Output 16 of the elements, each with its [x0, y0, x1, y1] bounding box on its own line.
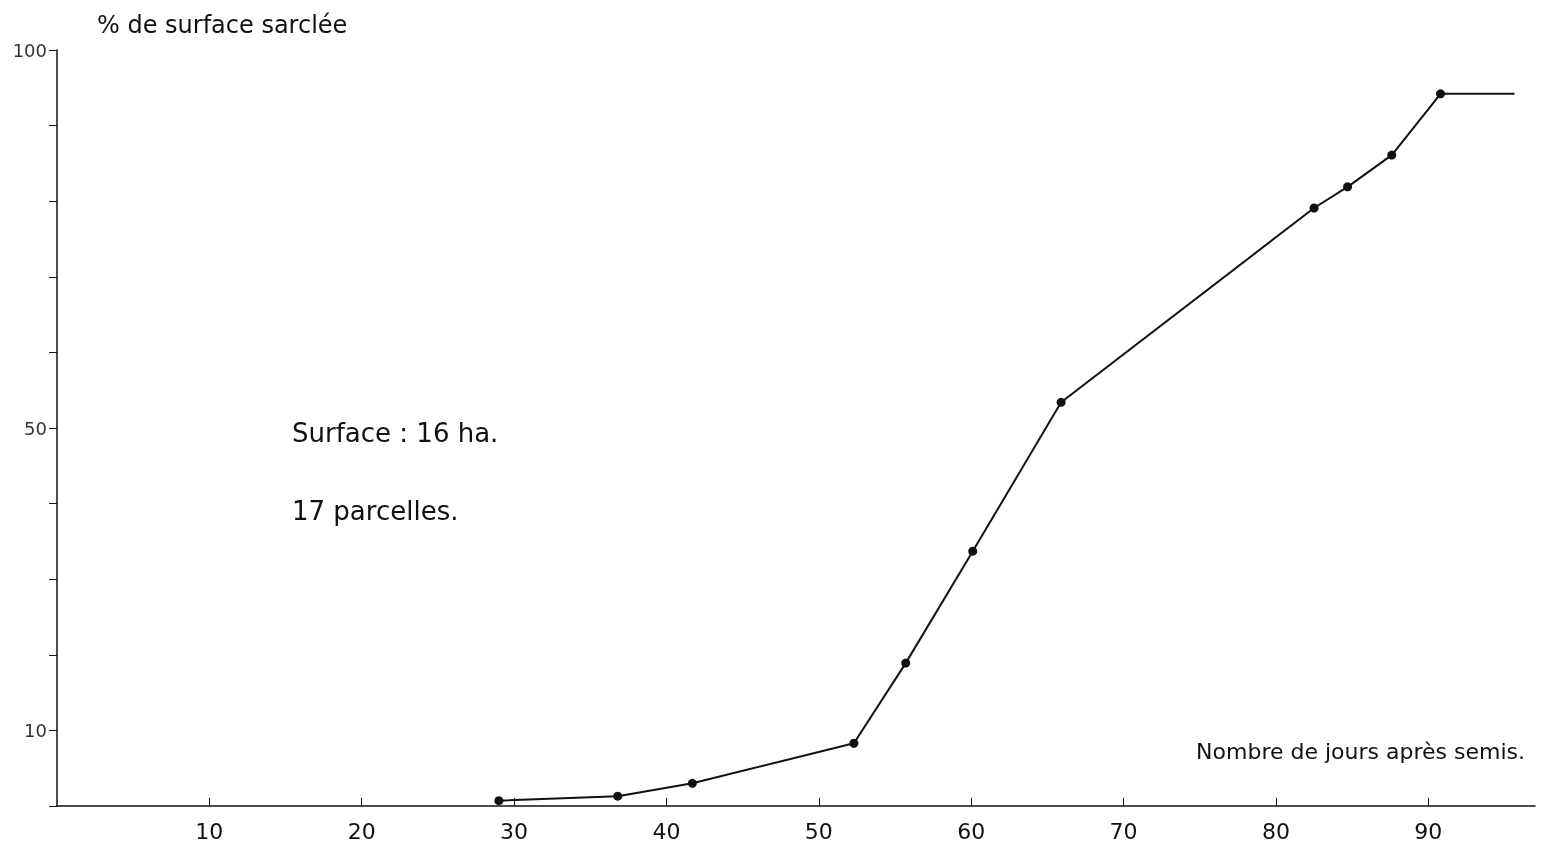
y-axis-title: % de surface sarclée: [97, 11, 348, 39]
annotation: 17 parcelles.: [292, 496, 459, 526]
x-tick-label: 90: [1414, 818, 1443, 844]
x-tick-label: 60: [957, 818, 986, 844]
x-tick-label: 70: [1109, 818, 1138, 844]
y-tick-label: 10: [24, 719, 47, 741]
x-tick-label: 30: [500, 818, 529, 844]
x-tick-label: 10: [195, 818, 224, 844]
annotation: Surface : 16 ha.: [292, 418, 499, 448]
y-tick-label: 100: [12, 39, 47, 61]
y-tick-label: 50: [24, 417, 47, 439]
x-tick-label: 80: [1261, 818, 1290, 844]
x-tick-label: 50: [804, 818, 833, 844]
x-tick-label: 20: [347, 818, 376, 844]
x-axis-title: Nombre de jours après semis.: [1196, 738, 1525, 764]
x-tick-label: 40: [652, 818, 681, 844]
